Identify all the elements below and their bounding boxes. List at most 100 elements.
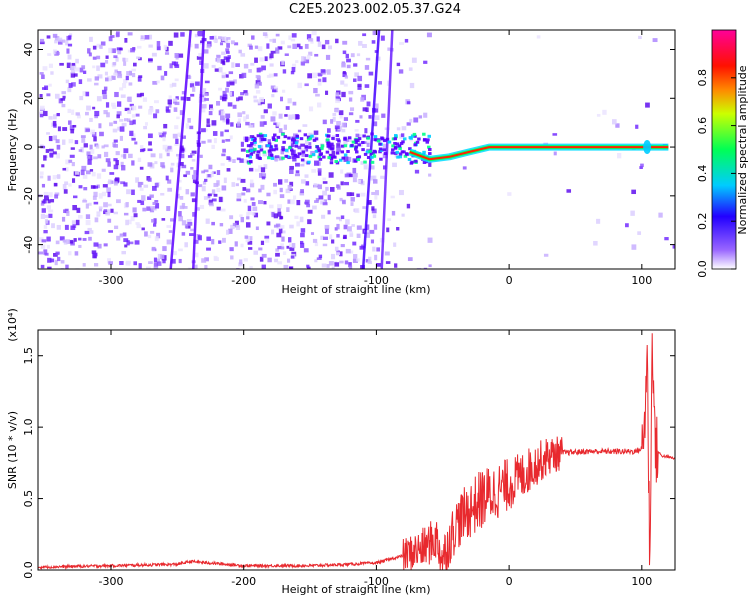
heatmap-cell — [334, 125, 340, 130]
heatmap-signal-cell — [258, 132, 263, 136]
heatmap-cell — [113, 211, 118, 215]
heatmap-cell — [65, 264, 69, 269]
heatmap-cell — [332, 116, 336, 122]
heatmap-cell — [66, 210, 70, 216]
heatmap-cell — [330, 253, 336, 260]
heatmap-cell — [57, 126, 61, 132]
top-x-tick-label: 0 — [506, 274, 513, 287]
heatmap-cell — [194, 43, 199, 49]
heatmap-cell — [326, 128, 331, 133]
heatmap-cell — [116, 71, 122, 77]
heatmap-cell — [179, 161, 184, 166]
heatmap-cell — [232, 104, 237, 109]
heatmap-cell — [307, 219, 312, 225]
heatmap-cell — [160, 75, 165, 81]
heatmap-cell — [566, 189, 572, 193]
heatmap-cell — [296, 43, 301, 48]
heatmap-cell — [57, 39, 63, 45]
heatmap-cell — [631, 244, 637, 250]
heatmap-cell — [96, 65, 100, 71]
heatmap-cell — [255, 153, 260, 159]
heatmap-cell — [181, 164, 187, 169]
heatmap-signal-cell — [395, 142, 400, 146]
heatmap-cell — [65, 167, 69, 172]
heatmap-cell — [315, 93, 320, 97]
heatmap-cell — [327, 210, 331, 215]
heatmap-cell — [543, 253, 549, 257]
heatmap-cell — [279, 194, 285, 199]
heatmap-cell — [218, 196, 223, 203]
heatmap-signal-cell — [378, 142, 382, 146]
heatmap-cell — [248, 167, 254, 172]
heatmap-cell — [39, 72, 44, 75]
colorbar-label: Normalized spectral amplitude — [736, 65, 749, 234]
heatmap-cell — [147, 162, 153, 167]
heatmap-signal-cell — [262, 138, 267, 142]
heatmap-cell — [195, 81, 200, 86]
heatmap-cell — [94, 263, 99, 267]
heatmap-cell — [255, 74, 260, 79]
heatmap-cell — [76, 114, 81, 119]
heatmap-cell — [71, 220, 77, 225]
heatmap-cell — [635, 124, 639, 129]
heatmap-cell — [41, 183, 46, 188]
heatmap-signal-cell — [276, 135, 281, 139]
heatmap-cell — [52, 33, 58, 38]
heatmap-cell — [313, 135, 318, 140]
heatmap-cell — [109, 172, 115, 175]
bottom-x-tick-label: -100 — [364, 575, 389, 588]
heatmap-cell — [124, 244, 128, 248]
heatmap-cell — [346, 64, 351, 69]
top-x-tick-label: -100 — [364, 274, 389, 287]
heatmap-signal-cell — [350, 143, 354, 147]
heatmap-cell — [350, 202, 354, 206]
heatmap-cell — [272, 38, 277, 43]
heatmap-cell — [386, 227, 390, 233]
heatmap-cell — [245, 114, 249, 120]
heatmap-cell — [134, 240, 140, 245]
heatmap-cell — [39, 111, 44, 115]
heatmap-cell — [313, 130, 319, 135]
heatmap-cell — [258, 173, 263, 178]
heatmap-cell — [72, 204, 77, 211]
heatmap-cell — [39, 237, 44, 242]
heatmap-cell — [73, 195, 78, 199]
heatmap-cell — [148, 58, 153, 62]
heatmap-signal-cell — [273, 133, 277, 137]
heatmap-cell — [260, 184, 265, 190]
heatmap-cell — [191, 174, 197, 180]
heatmap-cell — [50, 71, 54, 75]
heatmap-cell — [536, 35, 541, 39]
heatmap-cell — [208, 199, 213, 205]
heatmap-cell — [293, 195, 297, 200]
heatmap-cell — [79, 67, 84, 73]
heatmap-cell — [55, 240, 60, 245]
heatmap-signal-cell — [368, 149, 372, 153]
heatmap-cell — [353, 78, 357, 82]
heatmap-cell — [271, 212, 275, 218]
heatmap-cell — [39, 38, 45, 43]
heatmap-cell — [94, 110, 100, 117]
heatmap-cell — [61, 103, 66, 108]
heatmap-cell — [147, 177, 152, 182]
heatmap-cell — [280, 243, 284, 248]
heatmap-cell — [243, 116, 247, 122]
heatmap-signal-cell — [320, 144, 325, 148]
heatmap-cell — [203, 196, 208, 200]
heatmap-cell — [234, 220, 239, 225]
heatmap-cell — [85, 111, 89, 116]
heatmap-cell — [236, 121, 241, 127]
heatmap-cell — [336, 185, 341, 190]
heatmap-cell — [185, 189, 190, 195]
heatmap-cell — [322, 119, 327, 125]
heatmap-signal-cell — [354, 138, 359, 142]
heatmap-cell — [96, 96, 102, 102]
heatmap-cell — [384, 251, 390, 256]
heatmap-cell — [350, 192, 355, 197]
heatmap-cell — [374, 108, 379, 113]
heatmap-cell — [131, 72, 136, 78]
heatmap-cell — [103, 202, 108, 208]
heatmap-cell — [352, 172, 358, 178]
heatmap-cell — [76, 207, 81, 213]
heatmap-cell — [44, 214, 49, 219]
